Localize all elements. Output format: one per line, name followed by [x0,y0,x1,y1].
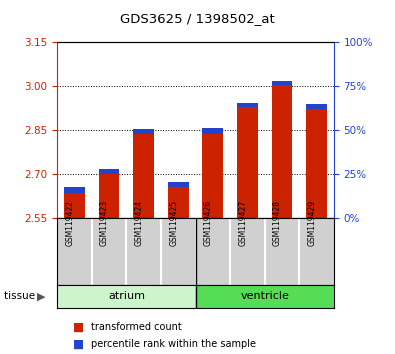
Bar [168,187,189,218]
Bar [272,85,292,218]
Text: transformed count: transformed count [91,322,182,332]
Text: GSM119422: GSM119422 [66,200,75,246]
Text: ▶: ▶ [37,291,45,302]
Text: GSM119423: GSM119423 [100,200,109,246]
Text: ■: ■ [73,338,84,350]
Bar [203,133,223,218]
Bar [306,109,327,218]
Bar [272,81,292,85]
Bar [237,107,258,218]
Bar [99,175,120,218]
Text: tissue: tissue [4,291,38,302]
Text: percentile rank within the sample: percentile rank within the sample [91,339,256,349]
Text: GDS3625 / 1398502_at: GDS3625 / 1398502_at [120,12,275,25]
Bar [237,103,258,107]
Bar [168,182,189,187]
Bar [134,129,154,133]
Bar [306,104,327,109]
Text: GSM119425: GSM119425 [169,200,178,246]
Bar [64,187,85,193]
Bar [64,193,85,218]
Text: GSM119427: GSM119427 [238,200,247,246]
Bar [57,285,196,308]
Text: ventricle: ventricle [240,291,289,302]
Bar [99,169,120,175]
Bar [203,128,223,133]
Text: GSM119428: GSM119428 [273,200,282,246]
Text: GSM119429: GSM119429 [307,200,316,246]
Text: ■: ■ [73,321,84,334]
Text: GSM119426: GSM119426 [204,200,213,246]
Text: GSM119424: GSM119424 [135,200,144,246]
Text: atrium: atrium [108,291,145,302]
Bar [196,285,334,308]
Bar [134,133,154,218]
